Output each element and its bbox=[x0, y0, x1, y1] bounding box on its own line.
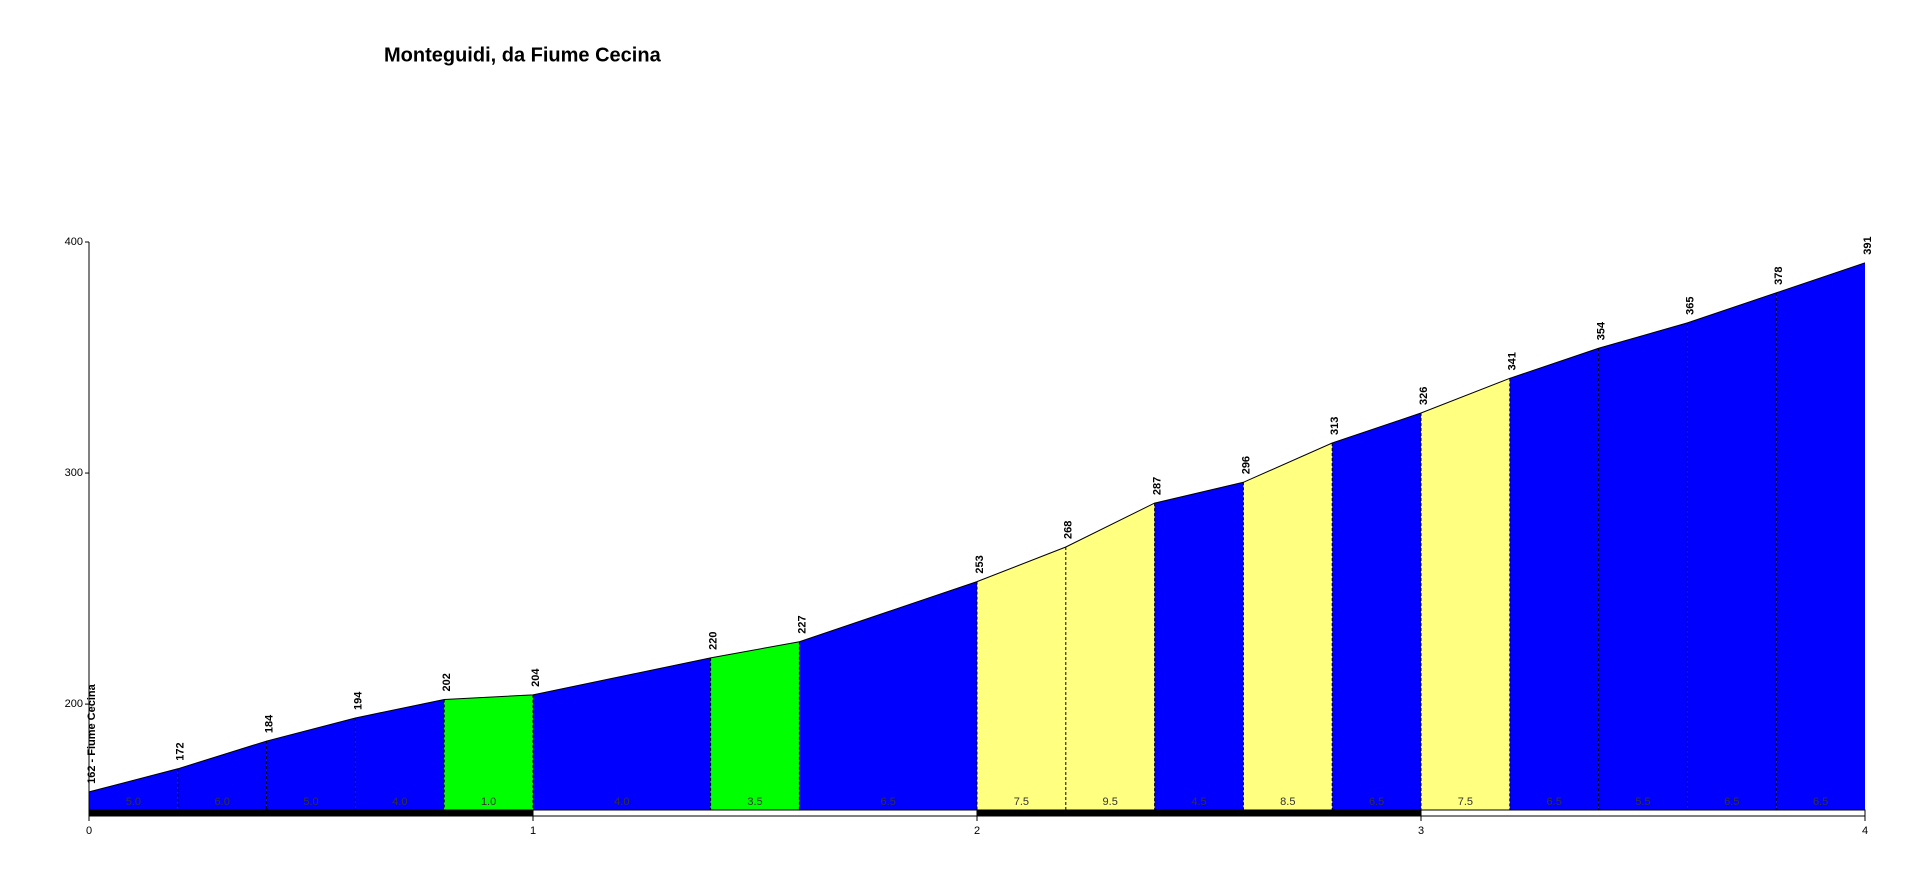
x-tick-label: 4 bbox=[1862, 825, 1868, 837]
grade-segment bbox=[799, 581, 977, 810]
point-label: 227 bbox=[796, 615, 808, 633]
grade-label: 8.5 bbox=[1280, 796, 1295, 808]
x-tick-label: 1 bbox=[530, 825, 536, 837]
y-tick-label: 300 bbox=[65, 467, 83, 479]
grade-segment bbox=[1421, 378, 1510, 810]
grade-segment bbox=[1598, 322, 1688, 810]
grade-label: 4.5 bbox=[1191, 796, 1206, 808]
grade-label: 9.5 bbox=[1103, 796, 1118, 808]
grade-segment bbox=[977, 546, 1066, 810]
grade-label: 3.5 bbox=[747, 796, 762, 808]
point-label: 268 bbox=[1063, 521, 1075, 539]
point-label: 184 bbox=[264, 714, 276, 733]
grade-label: 1.0 bbox=[481, 796, 496, 808]
point-label: 220 bbox=[708, 632, 720, 650]
x-tick-label: 0 bbox=[86, 825, 92, 837]
point-label: 354 bbox=[1596, 321, 1608, 340]
grade-label: 6.5 bbox=[881, 796, 896, 808]
grade-label: 5.5 bbox=[1635, 796, 1650, 808]
grade-segment bbox=[710, 641, 800, 810]
grade-segment bbox=[1065, 503, 1155, 810]
point-label: 378 bbox=[1773, 266, 1785, 284]
point-label: 172 bbox=[175, 742, 187, 760]
grade-segment bbox=[533, 657, 711, 810]
grade-label: 6.5 bbox=[1369, 796, 1384, 808]
point-label: 204 bbox=[530, 668, 542, 687]
grade-label: 4.0 bbox=[392, 796, 407, 808]
point-label: 253 bbox=[974, 555, 986, 573]
point-label: 326 bbox=[1418, 387, 1430, 405]
point-label: 296 bbox=[1240, 456, 1252, 474]
grade-segment bbox=[1332, 412, 1421, 810]
grade-label: 7.5 bbox=[1014, 796, 1029, 808]
x-tick-label: 3 bbox=[1418, 825, 1424, 837]
grade-label: 6.0 bbox=[215, 796, 230, 808]
point-label: 194 bbox=[352, 691, 364, 710]
km-bar bbox=[1420, 809, 1866, 817]
point-label: 287 bbox=[1152, 477, 1164, 495]
grade-segment bbox=[177, 741, 267, 810]
point-label: 365 bbox=[1684, 297, 1696, 315]
point-label: 313 bbox=[1329, 417, 1341, 435]
grade-label: 6.5 bbox=[1724, 796, 1739, 808]
grade-label: 4.0 bbox=[614, 796, 629, 808]
grade-label: 7.5 bbox=[1458, 796, 1473, 808]
grade-segment bbox=[1154, 482, 1244, 810]
grade-segment bbox=[1509, 348, 1599, 810]
grade-segment bbox=[355, 699, 445, 810]
point-label: 202 bbox=[441, 673, 453, 691]
grade-label: 6.5 bbox=[1813, 796, 1828, 808]
point-label: 391 bbox=[1862, 236, 1874, 254]
y-tick-label: 400 bbox=[65, 236, 83, 248]
km-bar bbox=[532, 809, 978, 817]
km-bar bbox=[88, 809, 534, 817]
grade-segment bbox=[1776, 262, 1865, 811]
km-bar bbox=[976, 809, 1422, 817]
point-label: 162 - Fiume Cecina bbox=[86, 683, 98, 784]
grade-segment bbox=[1687, 292, 1777, 810]
grade-label: 6.5 bbox=[1547, 796, 1562, 808]
grade-label: 5.0 bbox=[303, 796, 318, 808]
point-label: 341 bbox=[1507, 352, 1519, 370]
y-tick-label: 200 bbox=[65, 698, 83, 710]
grade-label: 5.0 bbox=[126, 796, 141, 808]
grade-segment bbox=[1243, 443, 1333, 810]
grade-segment bbox=[89, 768, 178, 810]
grade-segment bbox=[266, 717, 356, 810]
x-tick-label: 2 bbox=[974, 825, 980, 837]
grade-segment bbox=[444, 694, 533, 810]
chart-title: Monteguidi, da Fiume Cecina bbox=[384, 44, 662, 66]
